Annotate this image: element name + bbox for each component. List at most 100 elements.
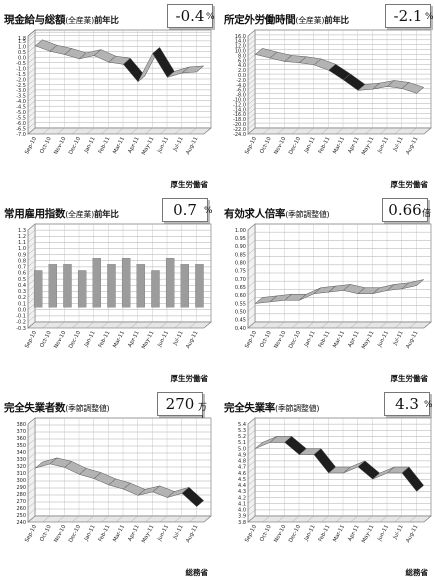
y-tick-label: -2.0 <box>236 78 246 84</box>
source-label: 総務省 <box>185 568 209 577</box>
x-tick-label: Feb-11 <box>318 136 332 155</box>
floor-gridline <box>203 515 212 523</box>
y-tick-label: 10.0 <box>235 49 246 55</box>
data-point <box>372 472 380 480</box>
y-tick-label: -20.0 <box>233 122 246 128</box>
chart-job-openings-ratio: 1.00 0.95 0.90 0.85 0.80 0.75 0.70 0.65 0.60 0.55… <box>235 223 432 350</box>
x-tick-label: Jul-11 <box>392 136 405 153</box>
y-tick-label: 3.9 <box>238 514 246 520</box>
data-point <box>255 48 263 55</box>
data-point <box>343 466 351 474</box>
y-tick-label: 5.2 <box>238 434 246 440</box>
floor-gridline <box>130 321 138 329</box>
floor-gridline <box>247 515 256 523</box>
x-tick-label: Mar-11 <box>332 330 346 349</box>
data-point <box>64 461 72 468</box>
y-tick-label: 0.4 <box>18 283 26 289</box>
floor-gridline <box>379 515 388 523</box>
latest-value-box: 270 <box>157 392 203 416</box>
y-tick-label: 0.65 <box>235 285 246 291</box>
y-tick-label: 4.0 <box>238 63 246 69</box>
y-tick-label: 240 <box>16 520 26 526</box>
data-point <box>64 48 72 55</box>
y-tick-label: -3.5 <box>16 94 26 100</box>
x-tick-label: Jul-11 <box>172 524 185 541</box>
data-point <box>416 485 424 492</box>
x-tick-label: Apr-11 <box>127 330 141 348</box>
floor-gridline <box>203 127 212 135</box>
y-tick-label: 1.2 <box>18 234 26 240</box>
data-point <box>181 66 190 74</box>
floor-gridline <box>291 321 300 329</box>
data-point <box>313 287 322 294</box>
floor-gridline <box>57 321 65 329</box>
y-tick-label: 8.0 <box>238 53 246 59</box>
data-point <box>152 485 160 493</box>
x-tick-label: Jan-11 <box>83 330 97 349</box>
floor-gridline <box>394 515 402 523</box>
floor-gridline <box>189 321 197 329</box>
y-tick-label: 0.8 <box>18 258 26 264</box>
floor-gridline <box>86 321 94 329</box>
x-tick-label: Nov-10 <box>273 136 287 156</box>
x-tick-label: Nov-10 <box>273 330 287 350</box>
y-tick-label: -4.0 <box>16 99 26 105</box>
x-tick-label: Jun-11 <box>376 330 390 349</box>
y-tick-label: -14.0 <box>233 107 246 113</box>
floor-gridline <box>394 321 402 329</box>
floor-gridline <box>115 515 124 523</box>
data-point <box>299 448 307 455</box>
chart-employment-index: 1.31.21.11.00.90.80.70.60.50.40.30.20.10… <box>16 223 212 350</box>
x-tick-label: Jan-11 <box>303 330 317 349</box>
y-tick-label: 0.80 <box>235 260 246 266</box>
data-point <box>299 56 307 63</box>
floor-gridline <box>203 321 212 329</box>
y-tick-label: 370 <box>16 429 26 435</box>
panel-unemployed-persons: 完全失業者数(季節調整値) 270 万人 3803703603503403303… <box>2 390 214 580</box>
data-point <box>313 58 322 66</box>
floor-gridline <box>145 321 153 329</box>
y-tick-label: -6.0 <box>236 88 246 94</box>
data-point <box>35 461 43 469</box>
bar <box>48 264 57 308</box>
y-tick-label: 2.0 <box>238 68 246 74</box>
panel-overtime-hours: 所定外労働時間(全産業)前年比 -2.1 % 16.0 14.0 12.0 10.0 8… <box>222 2 434 192</box>
x-tick-label: Jan-11 <box>83 136 97 155</box>
data-point <box>416 87 424 94</box>
chart-title: 現金給与総額(全産業)前年比 <box>4 14 119 26</box>
floor-gridline <box>27 127 36 135</box>
data-point <box>343 284 351 291</box>
y-tick-label: 0.3 <box>18 289 26 295</box>
y-tick-label: 1.1 <box>18 240 26 246</box>
data-point <box>108 55 116 63</box>
x-tick-label: Apr-11 <box>127 136 141 154</box>
y-tick-label: -0.3 <box>16 326 26 332</box>
latest-value-box: 4.3 <box>384 392 430 416</box>
chart-title: 常用雇用指数(全産業)前年比 <box>4 208 119 220</box>
floor-gridline <box>350 321 358 329</box>
chart-title: 完全失業者数(季節調整値) <box>4 402 110 414</box>
y-tick-label: -8.0 <box>236 93 246 99</box>
x-tick-label: Feb-11 <box>98 136 112 155</box>
data-point <box>152 47 160 54</box>
y-tick-label: 310 <box>16 471 26 477</box>
data-point <box>401 282 410 289</box>
floor-gridline <box>262 515 270 523</box>
floor-gridline <box>379 321 388 329</box>
x-tick-label: Sep-10 <box>24 136 38 156</box>
floor-gridline <box>71 321 80 329</box>
floor-gridline <box>350 127 358 135</box>
y-tick-label: 270 <box>16 499 26 505</box>
y-tick-label: 4.9 <box>238 452 246 458</box>
source-label: 厚生労働省 <box>170 374 209 383</box>
x-tick-label: Jun-11 <box>156 524 170 543</box>
data-point <box>35 39 43 46</box>
data-point <box>255 442 263 449</box>
latest-value-box: 0.7 <box>162 198 208 222</box>
data-point <box>328 466 336 474</box>
x-tick-label: Mar-11 <box>332 136 346 155</box>
y-tick-label: 300 <box>16 478 26 484</box>
y-tick-label: -6.5 <box>16 126 26 132</box>
data-point <box>167 491 175 498</box>
latest-value-box: -0.4 <box>167 4 213 28</box>
